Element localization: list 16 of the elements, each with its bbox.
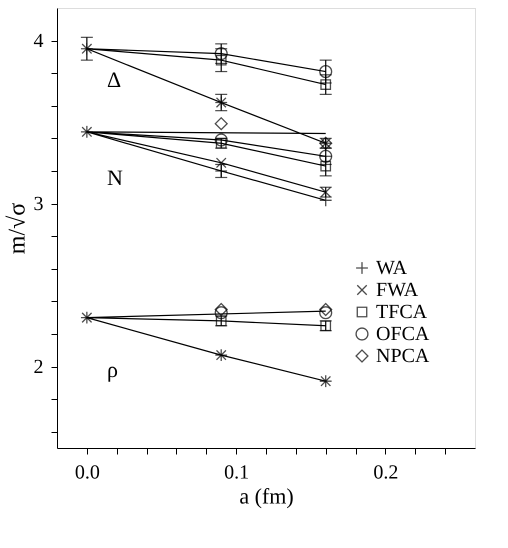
legend-label: OFCA bbox=[376, 323, 430, 345]
legend-label: WA bbox=[376, 257, 408, 279]
annotation: N bbox=[107, 165, 123, 190]
x-axis-title: a (fm) bbox=[239, 484, 294, 508]
legend-label: NPCA bbox=[376, 345, 430, 367]
x-tick-label: 0.0 bbox=[74, 462, 100, 484]
legend-label: TFCA bbox=[376, 301, 428, 323]
annotation: Δ bbox=[107, 67, 122, 92]
y-axis-title: m/√σ bbox=[4, 202, 30, 254]
y-tick-label: 3 bbox=[34, 193, 44, 216]
legend-label: FWA bbox=[376, 279, 419, 301]
y-tick-label: 2 bbox=[34, 356, 44, 378]
y-tick-label: 4 bbox=[34, 30, 44, 52]
annotation: ρ bbox=[107, 357, 118, 382]
x-tick-label: 0.2 bbox=[373, 462, 398, 484]
x-tick-label: 0.1 bbox=[224, 462, 250, 484]
